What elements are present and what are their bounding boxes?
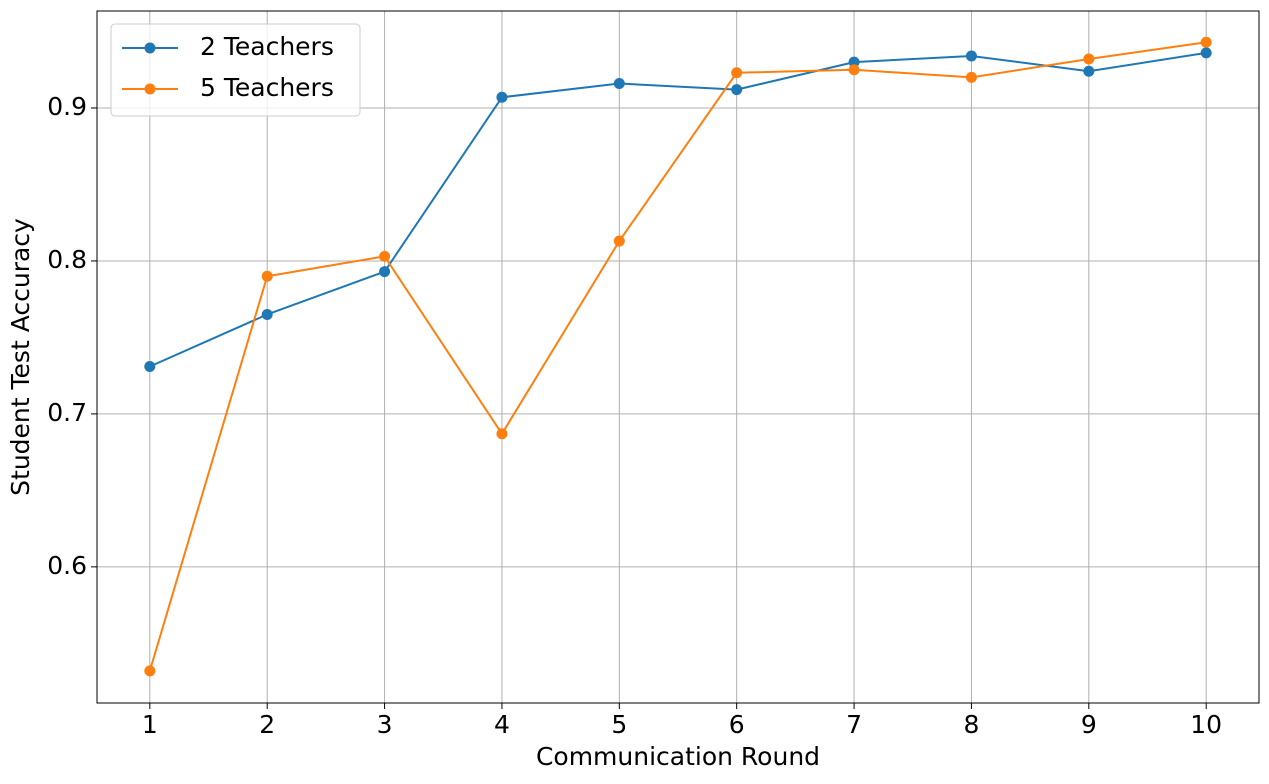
y-axis-label: Student Test Accuracy (6, 218, 35, 496)
x-tick-label: 4 (494, 710, 510, 739)
plot-frame (96, 10, 1260, 704)
data-point (848, 56, 860, 68)
data-point (1083, 53, 1095, 65)
data-point (261, 270, 273, 282)
data-point (1200, 47, 1212, 59)
data-point (496, 91, 508, 103)
data-point (379, 250, 391, 262)
data-point (965, 71, 977, 83)
data-point (965, 50, 977, 62)
x-tick-label: 10 (1190, 710, 1222, 739)
x-tick-label: 7 (846, 710, 862, 739)
x-tick-label: 5 (611, 710, 627, 739)
legend-label: 5 Teachers (200, 73, 334, 102)
data-point (496, 428, 508, 440)
data-point (1083, 65, 1095, 77)
x-tick-label: 2 (259, 710, 275, 739)
series-line (148, 41, 1207, 672)
data-point (613, 78, 625, 90)
data-point (144, 360, 156, 372)
legend-marker (144, 83, 156, 95)
y-tick-label: 0.8 (47, 245, 87, 274)
y-tick-label: 0.7 (47, 398, 87, 427)
x-tick-label: 3 (377, 710, 393, 739)
x-tick-label: 9 (1081, 710, 1097, 739)
y-tick-label: 0.9 (47, 92, 87, 121)
data-point (1200, 36, 1212, 48)
legend: 2 Teachers 5 Teachers (110, 23, 361, 117)
data-point (848, 64, 860, 76)
x-axis-label: Communication Round (536, 742, 820, 771)
data-point (144, 665, 156, 677)
x-tick-label: 6 (729, 710, 745, 739)
data-point (731, 84, 743, 96)
data-point (261, 308, 273, 320)
data-point (613, 235, 625, 247)
y-tick-label: 0.6 (47, 551, 87, 580)
legend-label: 2 Teachers (200, 32, 334, 61)
series-line (149, 51, 1207, 368)
x-tick-label: 1 (142, 710, 158, 739)
x-tick-label: 8 (963, 710, 979, 739)
legend-marker (144, 42, 156, 54)
data-point (731, 67, 743, 79)
data-point (379, 266, 391, 278)
